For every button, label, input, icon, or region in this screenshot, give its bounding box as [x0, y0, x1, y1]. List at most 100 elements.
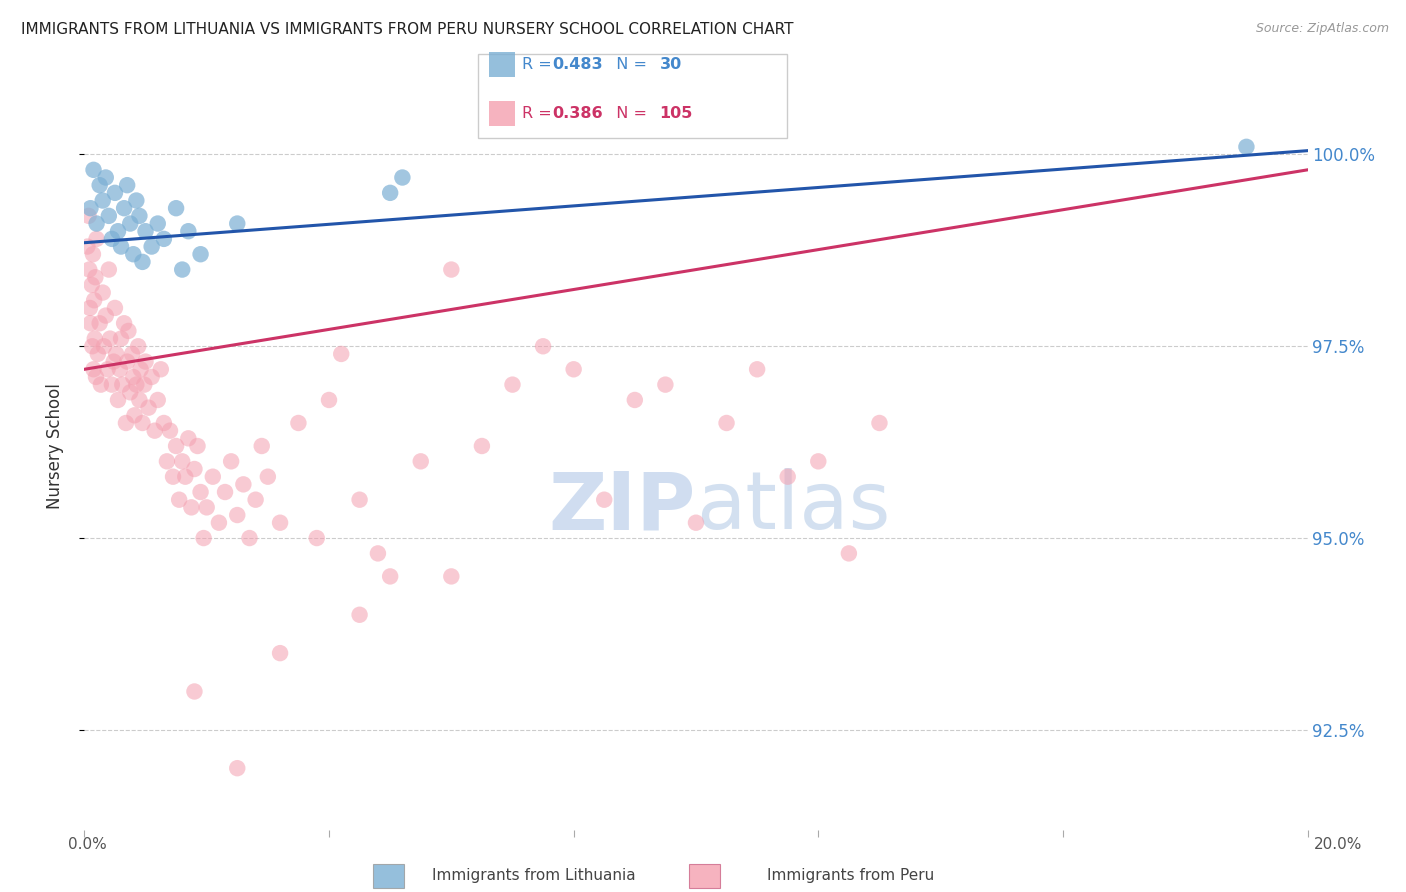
Text: Source: ZipAtlas.com: Source: ZipAtlas.com [1256, 22, 1389, 36]
Point [97, 209, 120, 223]
Point [105, 347, 128, 361]
Point [122, 247, 145, 261]
Point [654, 377, 676, 392]
Point [146, 217, 169, 231]
Text: N =: N = [606, 57, 652, 71]
Text: ZIP: ZIP [548, 468, 696, 547]
Point [76, 239, 98, 253]
Point [111, 377, 134, 392]
Point [367, 546, 389, 560]
Point [103, 354, 125, 368]
Point [208, 516, 231, 530]
Text: 105: 105 [659, 106, 693, 120]
Point [131, 416, 153, 430]
Point [685, 516, 707, 530]
Text: 0.0%: 0.0% [67, 838, 107, 852]
Point [153, 416, 176, 430]
Point [135, 354, 157, 368]
Point [134, 377, 156, 392]
Point [97, 362, 120, 376]
Point [186, 439, 208, 453]
Point [110, 239, 132, 253]
Point [79, 316, 101, 330]
Point [165, 201, 187, 215]
Point [120, 385, 142, 400]
Point [183, 462, 205, 476]
Point [349, 492, 371, 507]
Point [149, 362, 172, 376]
Point [177, 224, 200, 238]
Point [84, 370, 107, 384]
Point [257, 469, 280, 483]
Point [125, 194, 148, 208]
Point [177, 431, 200, 445]
Point [141, 239, 163, 253]
Point [226, 761, 249, 775]
Point [471, 439, 494, 453]
Point [97, 262, 120, 277]
Text: atlas: atlas [696, 468, 890, 547]
Point [165, 439, 187, 453]
Point [86, 232, 108, 246]
Point [107, 224, 129, 238]
Point [807, 454, 830, 468]
Point [245, 492, 267, 507]
Point [83, 362, 105, 376]
Text: 20.0%: 20.0% [1315, 838, 1362, 852]
Point [87, 347, 110, 361]
Point [82, 339, 104, 353]
Point [167, 492, 190, 507]
Point [83, 293, 105, 308]
Point [269, 516, 291, 530]
Point [79, 301, 101, 315]
Point [115, 178, 138, 193]
Point [716, 416, 738, 430]
Point [91, 285, 114, 300]
Point [180, 500, 202, 515]
Point [562, 362, 585, 376]
Point [156, 454, 179, 468]
Point [305, 531, 328, 545]
Point [174, 469, 197, 483]
Point [104, 301, 127, 315]
Point [128, 392, 150, 407]
Point [115, 354, 138, 368]
Point [131, 255, 153, 269]
Point [183, 684, 205, 698]
Point [172, 262, 194, 277]
Point [172, 454, 194, 468]
Point [349, 607, 371, 622]
Point [146, 392, 169, 407]
Point [110, 332, 132, 346]
Point [117, 324, 139, 338]
Point [98, 332, 121, 346]
Point [112, 201, 135, 215]
Point [159, 424, 181, 438]
Point [380, 569, 402, 583]
Point [83, 332, 105, 346]
Point [82, 247, 104, 261]
Point [330, 347, 353, 361]
Text: IMMIGRANTS FROM LITHUANIA VS IMMIGRANTS FROM PERU NURSERY SCHOOL CORRELATION CHA: IMMIGRANTS FROM LITHUANIA VS IMMIGRANTS … [21, 22, 793, 37]
Point [89, 316, 111, 330]
Point [77, 262, 100, 277]
Point [94, 170, 117, 185]
Point [838, 546, 860, 560]
Point [232, 477, 254, 491]
Point [776, 469, 799, 483]
Text: 0.483: 0.483 [553, 57, 603, 71]
Text: Immigrants from Lithuania: Immigrants from Lithuania [433, 869, 636, 883]
Point [219, 454, 242, 468]
Point [94, 309, 117, 323]
Y-axis label: Nursery School: Nursery School [45, 383, 63, 509]
Point [531, 339, 554, 353]
Point [1236, 140, 1258, 154]
Point [129, 362, 152, 376]
Point [190, 247, 212, 261]
Point [86, 217, 108, 231]
Point [90, 377, 112, 392]
Point [122, 370, 145, 384]
Point [318, 392, 340, 407]
Text: N =: N = [606, 106, 652, 120]
Point [869, 416, 891, 430]
